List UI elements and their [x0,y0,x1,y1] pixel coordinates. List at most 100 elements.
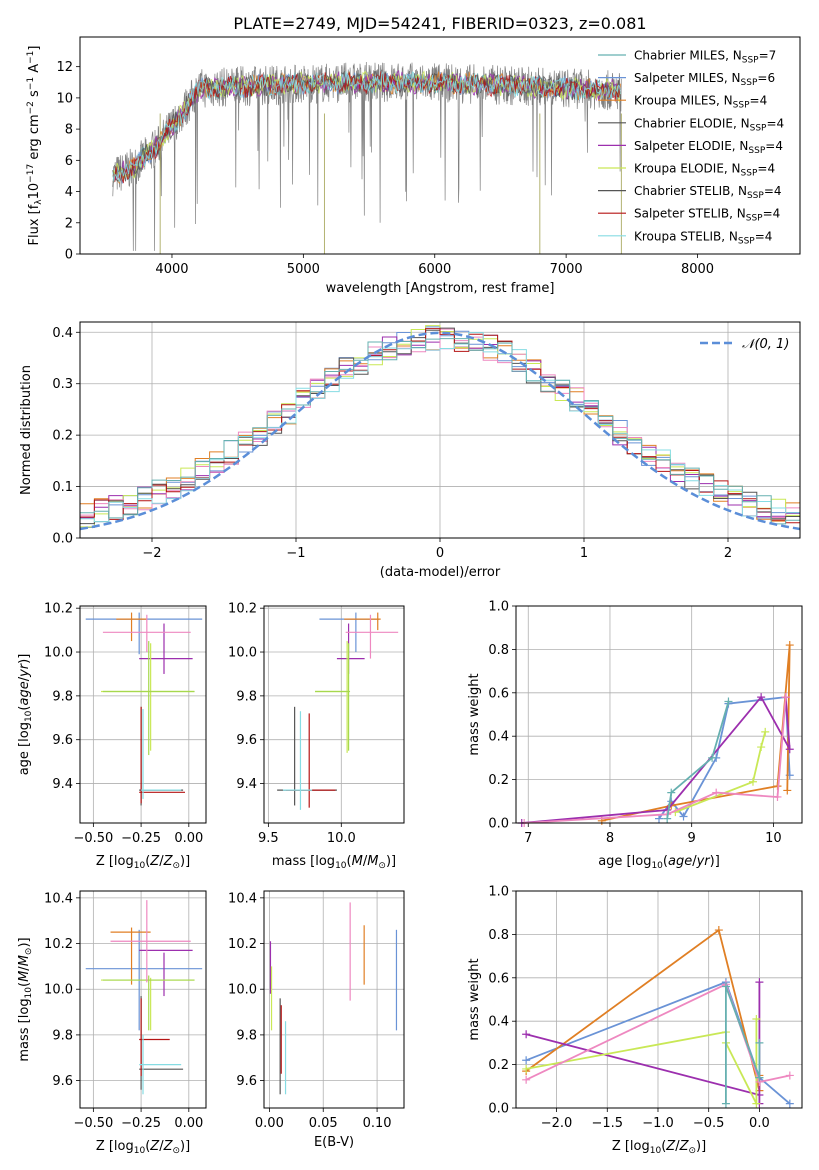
x-axis-label: mass [log10(M/M⊙)] [272,854,396,871]
x-tick-label: 5000 [287,262,320,277]
y-tick-label: 1.0 [488,885,509,900]
panel-mass_vs_Z: −0.50 −0.25 0.00 9.6 9.8 10.0 10.2 10.4 Z [log10… [17,890,207,1156]
x-tick-label: −0.25 [121,831,161,846]
legend-label: Salpeter MILES, NSSP=6 [634,71,775,88]
legend: Chabrier MILES, NSSP=7 Salpeter MILES, NS… [598,49,784,246]
panel-age_vs_Z: −0.50 −0.25 0.00 9.4 9.6 9.8 10.0 10.2 Z [log10(… [17,602,207,871]
x-tick-label: −1.5 [591,1116,623,1131]
y-tick-label: 9.6 [52,1074,73,1089]
x-tick-label: 9.5 [258,831,279,846]
residual-histogram [80,332,800,523]
x-tick-label: −1 [286,546,305,561]
y-tick-label: 0.0 [488,1102,509,1117]
y-tick-label: 9.8 [52,1028,73,1043]
legend-label: Chabrier ELODIE, NSSP=4 [634,116,784,133]
errorbars [85,900,203,1095]
y-tick-label: 10 [56,91,73,106]
y-axis-label: Flux [fλ10−17 erg cm−2 s−1 A−1] [26,46,44,246]
y-tick-label: 9.8 [236,689,257,704]
y-tick-label: 0.2 [488,1058,509,1073]
y-tick-label: 0.0 [488,817,509,832]
x-axis-label: Z [log10(Z/Z⊙)] [96,1139,190,1156]
x-axis-label: wavelength [Angstrom, rest frame] [326,281,555,296]
weight-marker [714,926,723,935]
x-tick-label: 2 [724,546,732,561]
weight-marker [757,743,766,752]
weight-marker [781,693,790,702]
weight-marker [755,978,764,987]
y-tick-label: 10.2 [44,937,73,952]
y-tick-label: 4 [65,185,73,200]
weight-marker [752,1015,761,1024]
spectrum-lines [112,61,622,254]
y-tick-label: 0.4 [52,326,73,341]
axes-frame [515,890,803,1109]
weight-marker [748,777,757,786]
x-tick-label: 8000 [681,262,714,277]
y-tick-label: 10.2 [228,937,257,952]
weight-marker [785,641,794,650]
x-tick-label: −2 [142,546,161,561]
y-tick-label: 0.4 [488,1015,509,1030]
y-tick-label: 10.4 [228,891,257,906]
weight-line [674,731,767,813]
weight-line [525,1019,758,1105]
axes-frame [263,890,405,1109]
errorbars [277,612,399,810]
x-tick-label: 0.0 [749,1116,770,1131]
weight-marker [785,1099,794,1108]
x-axis-label: Z [log10(Z/Z⊙)] [96,854,190,871]
y-tick-label: 9.6 [52,733,73,748]
x-tick-label: 0.00 [255,1116,284,1131]
x-tick-label: 1 [580,546,588,561]
legend-label: 𝒩(0, 1) [742,337,789,352]
axes-frame [79,890,207,1109]
x-tick-label: 0.00 [174,831,203,846]
weight-marker [522,1064,531,1073]
x-tick-label: −0.50 [73,831,113,846]
y-tick-label: 0.6 [488,686,509,701]
legend-label: Chabrier STELIB, NSSP=4 [634,184,782,201]
weight-marker [757,693,766,702]
y-axis-label: age [log10(age/yr)] [17,654,34,776]
x-axis-label: age [log10(age/yr)] [598,854,720,871]
weight-line [521,695,791,824]
weight-marker [712,788,721,797]
x-tick-label: 0.10 [363,1116,392,1131]
panel-mass_vs_ebv: 0.00 0.05 0.10 9.6 9.8 10.0 10.2 10.4 E(B-V) [228,890,405,1150]
y-tick-label: 0.1 [52,480,73,495]
weight-marker [783,786,792,795]
legend-label: Salpeter STELIB, NSSP=4 [634,207,780,224]
weight-marker [761,727,770,736]
weight-marker [785,1071,794,1080]
panel-age_vs_mass: 9.5 10.0 9.4 9.6 9.8 10.0 10.2 mass [log10(M/M⊙… [228,602,405,871]
x-tick-label: −0.5 [693,1116,725,1131]
errorbars [269,902,398,1095]
y-tick-label: 1.0 [488,600,509,615]
x-tick-label: 6000 [418,262,451,277]
x-tick-label: 0 [436,546,444,561]
y-tick-label: 0.4 [488,730,509,745]
weight-marker [708,753,717,762]
legend-label: Kroupa STELIB, NSSP=4 [634,229,772,246]
x-tick-label: −2.0 [541,1116,573,1131]
x-tick-label: 7000 [550,262,583,277]
y-tick-label: 9.4 [236,777,257,792]
model-fit-line [112,71,621,183]
axes-frame [263,605,405,824]
panel-weight_vs_age: 7 8 9 10 0.0 0.2 0.4 0.6 0.8 1.0 age [log10(age/yr… [467,600,803,871]
y-tick-label: 10.0 [228,646,257,661]
panel-weight_vs_Z: −2.0 −1.5 −1.0 −0.5 0.0 0.0 0.2 0.4 0.6 0.8 1.0 Z [… [467,885,803,1156]
x-tick-label: −0.25 [121,1116,161,1131]
y-axis-label: Normed distribution [19,365,34,495]
weight-marker [655,814,663,823]
histograms [80,325,800,531]
residual-histogram [80,328,800,518]
y-tick-label: 0.2 [488,773,509,788]
weight-lines [522,926,794,1108]
weight-line [666,701,730,819]
y-tick-label: 10.0 [44,646,73,661]
x-tick-label: 0.05 [309,1116,338,1131]
legend-label: Chabrier MILES, NSSP=7 [634,49,776,66]
x-tick-label: 4000 [155,262,188,277]
